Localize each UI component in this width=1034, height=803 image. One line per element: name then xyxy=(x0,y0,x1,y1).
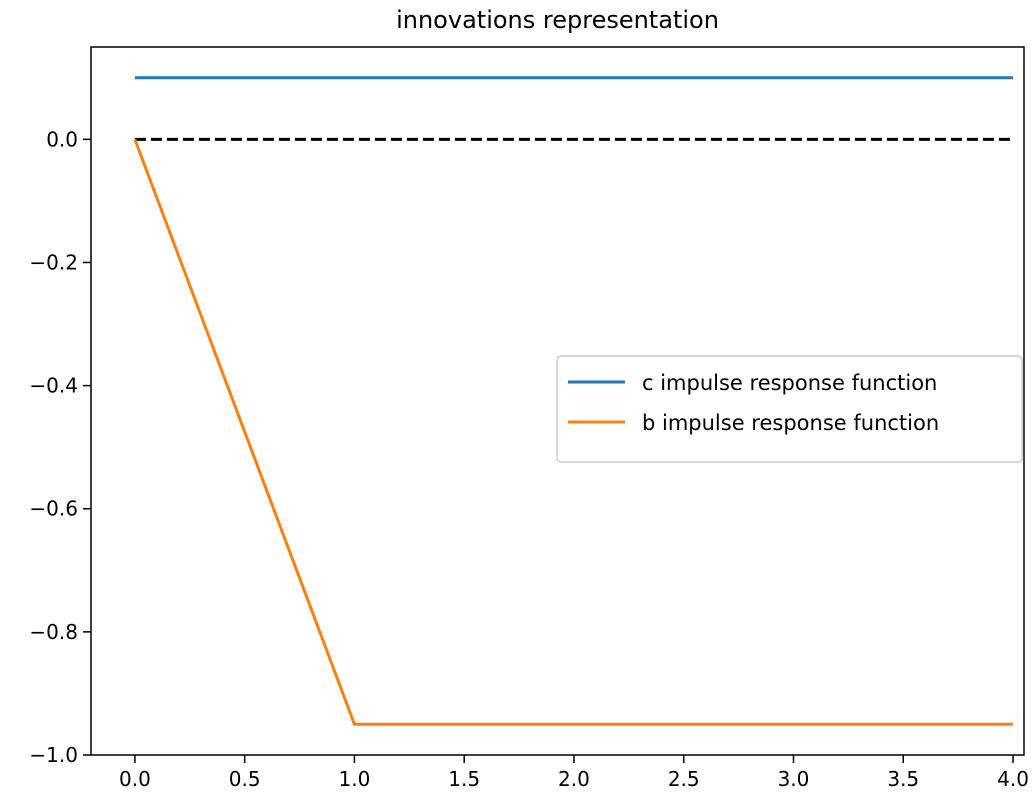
x-tick-label: 2.5 xyxy=(668,767,700,791)
x-tick-label: 3.0 xyxy=(778,767,810,791)
plot-area xyxy=(133,76,1014,726)
legend-label-1: b impulse response function xyxy=(642,411,939,435)
axes-spines xyxy=(90,46,1025,756)
legend: c impulse response function b impulse res… xyxy=(556,355,1023,463)
y-tick-label: −0.2 xyxy=(29,250,78,274)
x-tick-label: 2.0 xyxy=(558,767,590,791)
y-tick-label: 0.0 xyxy=(46,127,78,151)
chart-title: innovations representation xyxy=(396,6,719,34)
y-axis: 0.0 −0.2 −0.4 −0.6 −0.8 −1.0 xyxy=(29,127,91,767)
x-tick-label: 4.0 xyxy=(997,767,1029,791)
legend-label-0: c impulse response function xyxy=(642,371,937,395)
y-tick-label: −0.4 xyxy=(29,374,78,398)
y-tick-label: −1.0 xyxy=(29,743,78,767)
x-tick-label: 3.5 xyxy=(887,767,919,791)
x-tick-label: 0.0 xyxy=(119,767,151,791)
x-tick-label: 1.5 xyxy=(448,767,480,791)
y-tick-label: −0.8 xyxy=(29,620,78,644)
legend-box xyxy=(556,355,1023,463)
x-tick-label: 0.5 xyxy=(229,767,261,791)
x-tick-label: 1.0 xyxy=(339,767,371,791)
series-line-1 xyxy=(133,138,1014,726)
y-tick-label: −0.6 xyxy=(29,497,78,521)
axes-frame xyxy=(90,46,1025,756)
x-axis: 0.0 0.5 1.0 1.5 2.0 2.5 3.0 3.5 4.0 xyxy=(119,755,1029,791)
